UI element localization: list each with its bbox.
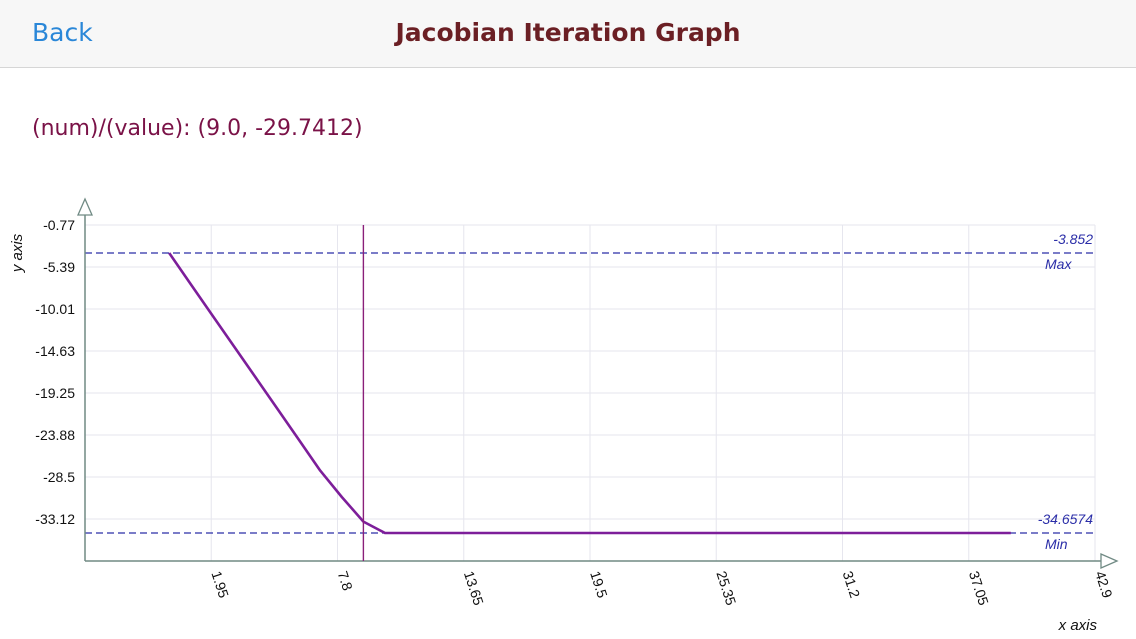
y-axis-arrow (77, 197, 93, 216)
reference-value-label: -34.6574 (1038, 511, 1093, 527)
y-axis-title: y axis (9, 233, 26, 273)
x-axis-title: x axis (1058, 617, 1098, 634)
navigation-bar: Back Jacobian Iteration Graph (0, 0, 1136, 68)
y-tick-label: -10.01 (35, 301, 75, 317)
x-tick-label: 7.8 (335, 569, 356, 593)
chart-labels: -0.77 -5.39 -10.01 -14.63 -19.25 -23.88 -28.5 -… (9, 217, 1116, 634)
reference-name-label: Min (1045, 536, 1068, 552)
reference-name-label: Max (1045, 256, 1072, 272)
x-tick-label: 37.05 (966, 569, 992, 607)
back-button[interactable]: Back (32, 18, 93, 47)
line-chart[interactable]: -3.852 Max -34.6574 Min -0.77 -5.39 -10.01 -14… (0, 195, 1136, 639)
chart-grid (85, 224, 1096, 561)
y-tick-label: -0.77 (43, 217, 75, 233)
series-layer (168, 252, 1011, 535)
x-tick-label: 31.2 (840, 569, 864, 600)
page-title: Jacobian Iteration Graph (395, 18, 741, 47)
x-tick-label: 13.65 (461, 569, 487, 607)
chart-axes (77, 197, 1119, 569)
y-tick-label: -28.5 (43, 469, 75, 485)
reference-value-label: -3.852 (1053, 231, 1093, 247)
value-readout: (num)/(value): (9.0, -29.7412) (32, 116, 363, 141)
y-tick-label: -5.39 (43, 259, 75, 275)
series-line (168, 252, 1011, 535)
x-tick-label: 1.95 (208, 569, 232, 600)
y-tick-label: -33.12 (35, 511, 75, 527)
x-tick-label: 42.9 (1092, 569, 1116, 600)
x-tick-label: 19.5 (587, 569, 611, 600)
y-tick-label: -14.63 (35, 343, 75, 359)
x-axis-arrow (1100, 553, 1119, 569)
y-tick-label: -23.88 (35, 427, 75, 443)
y-tick-label: -19.25 (35, 385, 75, 401)
x-tick-label: 25.35 (713, 569, 739, 607)
